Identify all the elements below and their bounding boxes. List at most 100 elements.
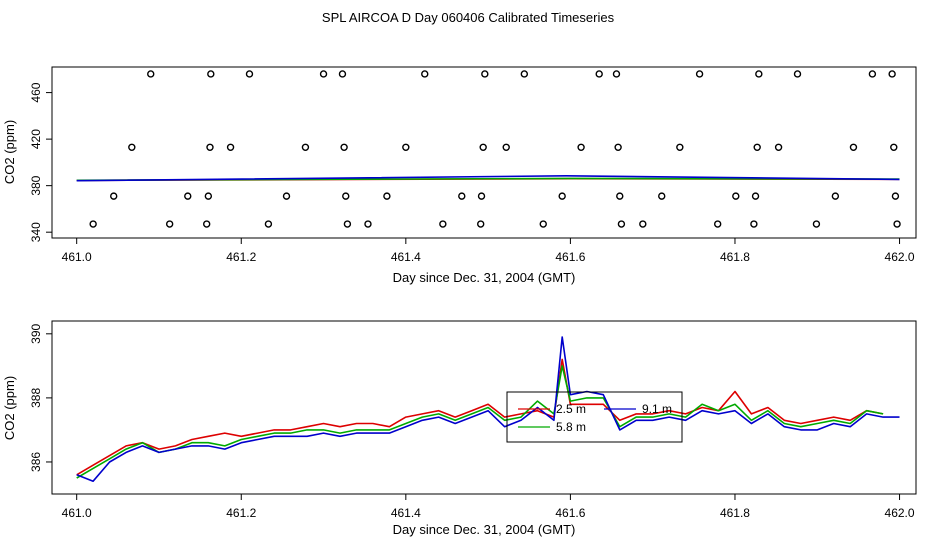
top-scatter-point [891, 192, 900, 200]
top-scatter-point [128, 143, 136, 151]
top-scatter-point [439, 220, 447, 228]
bottom-x-tick-label: 461.2 [226, 506, 256, 520]
top-y-tick-label: 420 [29, 129, 43, 149]
bottom-x-tick-label: 462.0 [885, 506, 915, 520]
top-scatter-point [206, 143, 214, 151]
top-scatter-point [831, 192, 840, 200]
top-scatter-point [502, 143, 510, 151]
top-scatter-point [617, 220, 626, 228]
bottom-panel: 461.0 461.2 461.4 461.6 461.8 462.0 386 388 390… [2, 320, 917, 537]
top-x-tick-label: 461.6 [555, 250, 585, 264]
top-scatter-point [658, 192, 666, 200]
top-scatter-point [340, 143, 348, 151]
top-scatter-point [732, 192, 740, 200]
top-scatter-point [812, 220, 821, 228]
top-scatter-point [343, 220, 352, 228]
bottom-x-axis-label: Day since Dec. 31, 2004 (GMT) [393, 522, 576, 537]
top-x-axis: 461.0 461.2 461.4 461.6 461.8 462.0 [62, 238, 915, 264]
top-scatter-point [301, 143, 310, 151]
top-plot-frame [51, 66, 917, 239]
top-scatter-point [342, 192, 350, 200]
bottom-series-line [76, 336, 900, 483]
top-scatter-point [383, 192, 391, 200]
legend-label-2-5m: 2.5 m [556, 402, 586, 416]
bottom-series-line [76, 365, 884, 479]
top-scatter-point [481, 70, 489, 78]
top-scatter-point [245, 70, 254, 78]
top-scatter-point [282, 192, 291, 200]
top-scatter-point [202, 220, 211, 228]
top-scatter-point [595, 70, 603, 78]
bottom-plot-frame [51, 320, 917, 495]
top-x-tick-label: 461.0 [62, 250, 92, 264]
top-scatter-point [520, 70, 529, 78]
top-scatter-point [751, 192, 760, 200]
top-y-axis: 340 380 420 460 [29, 82, 52, 242]
top-scatter-point [479, 143, 487, 151]
top-series-line [76, 175, 900, 182]
legend-label-9-1m: 9.1 m [642, 402, 672, 416]
top-y-tick-label: 340 [29, 222, 43, 242]
top-scatter-point [695, 70, 704, 78]
bottom-x-tick-label: 461.6 [555, 506, 585, 520]
bottom-x-tick-label: 461.4 [391, 506, 421, 520]
top-scatter-point [110, 192, 118, 200]
top-scatter-point [458, 192, 466, 200]
top-scatter-point [165, 220, 174, 228]
top-scatter-point [713, 220, 722, 228]
top-scatter-point [890, 143, 898, 151]
top-x-axis-label: Day since Dec. 31, 2004 (GMT) [393, 270, 576, 285]
top-scatter-point [539, 220, 547, 228]
top-scatter-point [264, 220, 273, 228]
top-scatter-point [477, 220, 485, 228]
top-panel: 461.0 461.2 461.4 461.6 461.8 462.0 340 380 420… [2, 66, 917, 285]
top-scatter-point [639, 220, 647, 228]
bottom-y-axis-label: CO2 (ppm) [2, 376, 17, 440]
top-series [76, 175, 900, 182]
top-scatter-point [402, 143, 410, 151]
bottom-y-axis: 386 388 390 [29, 323, 52, 472]
bottom-x-tick-label: 461.0 [62, 506, 92, 520]
top-scatter-point [893, 220, 901, 228]
top-scatter-point [888, 70, 896, 78]
top-scatter-point [577, 143, 585, 151]
top-scatter-point [147, 70, 155, 78]
top-scatter-point [868, 70, 877, 78]
top-scatter-point [793, 70, 802, 78]
top-scatter-points [89, 70, 901, 228]
bottom-x-tick-label: 461.8 [720, 506, 750, 520]
top-scatter-point [750, 220, 758, 228]
bottom-y-tick-label: 388 [29, 388, 43, 408]
legend-label-5-8m: 5.8 m [556, 420, 586, 434]
top-x-tick-label: 461.4 [391, 250, 421, 264]
bottom-series [76, 336, 900, 483]
top-scatter-point [184, 192, 192, 200]
top-y-tick-label: 380 [29, 175, 43, 195]
top-scatter-point [753, 143, 761, 151]
top-x-tick-label: 462.0 [885, 250, 915, 264]
top-scatter-point [338, 70, 347, 78]
top-y-tick-label: 460 [29, 82, 43, 102]
top-scatter-point [558, 192, 566, 200]
top-scatter-point [614, 143, 622, 151]
top-scatter-point [226, 143, 235, 151]
top-scatter-point [89, 220, 97, 228]
top-scatter-point [319, 70, 328, 78]
top-scatter-point [616, 192, 624, 200]
legend: 2.5 m 5.8 m 9.1 m [506, 391, 683, 443]
bottom-y-tick-label: 390 [29, 323, 43, 343]
top-scatter-point [849, 143, 858, 151]
top-scatter-point [204, 192, 213, 200]
top-scatter-point [207, 70, 215, 78]
legend-box [506, 391, 683, 443]
top-scatter-point [676, 143, 684, 151]
top-y-axis-label: CO2 (ppm) [2, 120, 17, 184]
bottom-series-line [76, 358, 884, 476]
bottom-x-axis: 461.0 461.2 461.4 461.6 461.8 462.0 [62, 494, 915, 520]
top-scatter-point [612, 70, 621, 78]
top-scatter-point [755, 70, 763, 78]
figure-title: SPL AIRCOA D Day 060406 Calibrated Times… [322, 10, 615, 25]
bottom-y-tick-label: 386 [29, 452, 43, 472]
top-x-tick-label: 461.8 [720, 250, 750, 264]
